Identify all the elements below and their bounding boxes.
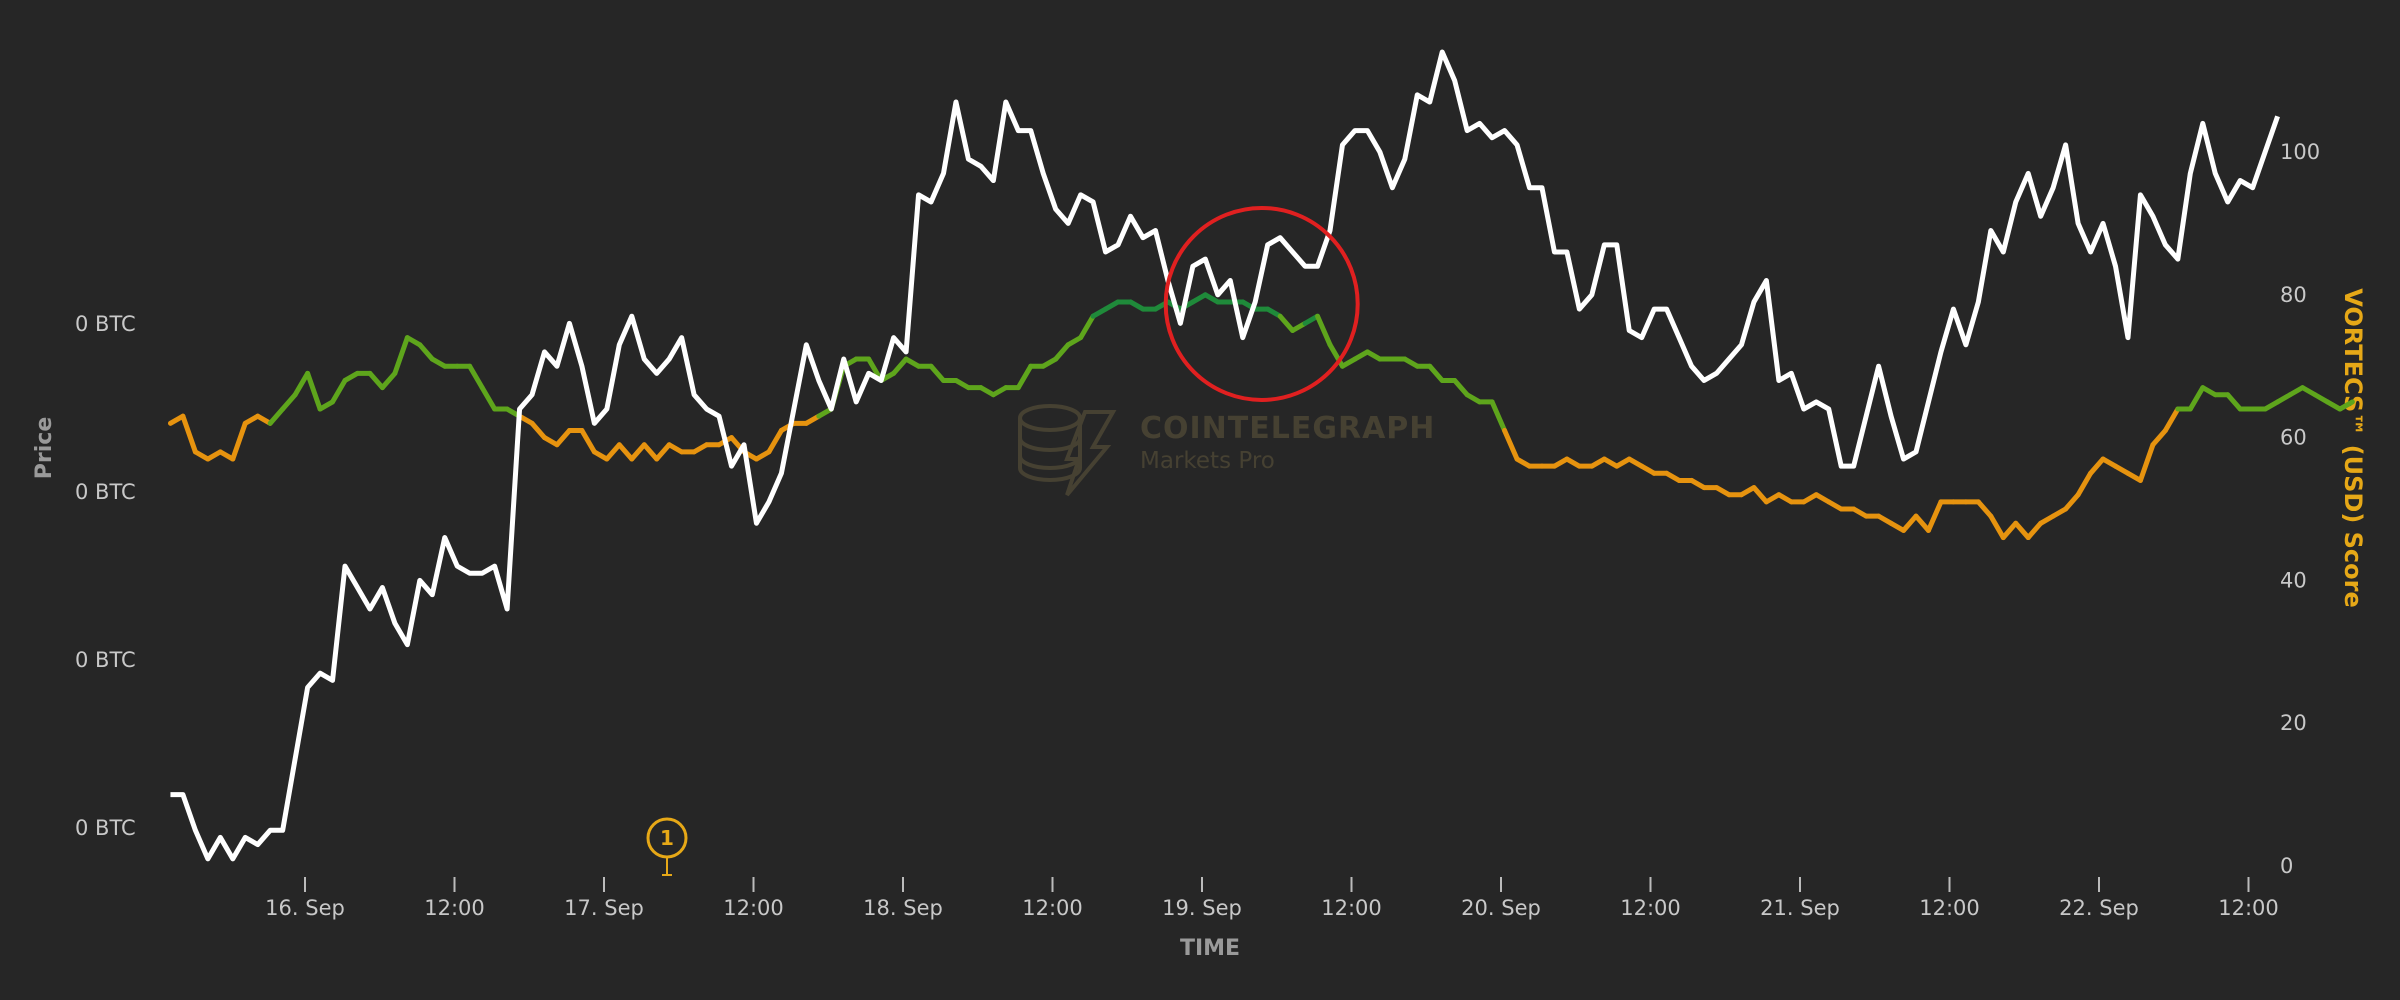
score-line-segment [1975, 499, 1994, 519]
score-line-segment [554, 427, 572, 448]
score-line-segment [2225, 392, 2243, 412]
score-line-segment [1277, 313, 1296, 333]
score-line-segment [379, 370, 398, 391]
score-line-segment [654, 442, 672, 462]
score-line-segment [1078, 313, 1096, 341]
x-tick-label: 21. Sep [1760, 896, 1840, 920]
watermark-brand: COINTELEGRAPH [1140, 411, 1435, 446]
left-tick-label: 0 BTC [75, 648, 136, 672]
score-line-segment [180, 413, 198, 455]
right-tick-label: 40 [2280, 568, 2307, 592]
score-line-segment [1751, 485, 1769, 505]
score-line-segment [2075, 470, 2094, 498]
x-tick-label: 12:00 [1620, 896, 1681, 920]
score-line-segment [1489, 399, 1508, 433]
score-line-segment [1015, 363, 1034, 391]
event-marker-label: 1 [660, 826, 674, 850]
left-axis-title: Price [32, 417, 57, 479]
right-axis: VORTECS™ (USD) Score 0 20 40 60 80 100 [2280, 140, 2367, 878]
x-tick-label: 22. Sep [2059, 896, 2139, 920]
score-line-segment [2162, 406, 2181, 433]
score-line-segment [1452, 377, 1470, 398]
right-tick-label: 60 [2280, 426, 2307, 450]
score-line-segment [479, 385, 498, 412]
score-line-segment [579, 427, 597, 455]
highlight-circle [1163, 205, 1360, 402]
score-line-segment [2137, 442, 2156, 483]
score-series [167, 292, 2355, 541]
score-line-segment [1913, 513, 1931, 533]
left-axis: 0 BTC 0 BTC 0 BTC 0 BTC Price [32, 312, 136, 840]
left-tick-label: 0 BTC [75, 816, 136, 840]
event-marker-circle[interactable] [646, 817, 688, 859]
score-line-segment [280, 392, 298, 412]
score-line-segment [2187, 385, 2206, 412]
score-line-segment [417, 342, 435, 362]
right-tick-label: 20 [2280, 711, 2307, 735]
score-line-segment [2088, 456, 2106, 476]
score-line-segment [928, 363, 946, 383]
score-line-segment [2150, 427, 2168, 448]
x-tick-label: 12:00 [1919, 896, 1980, 920]
score-line-segment [1427, 363, 1445, 383]
right-axis-title: VORTECS™ (USD) Score [2339, 288, 2367, 608]
watermark-sub: Markets Pro [1140, 448, 1275, 474]
score-line-segment [641, 442, 660, 462]
score-line-segment [766, 427, 784, 455]
score-line-segment [1901, 513, 1919, 533]
x-axis-title: TIME [1180, 936, 1240, 961]
x-tick-label: 12:00 [723, 896, 784, 920]
score-line-segment [616, 442, 635, 462]
x-tick-label: 16. Sep [265, 896, 345, 920]
score-line-segment [230, 420, 248, 462]
score-line-segment [1053, 342, 1071, 362]
x-tick-label: 19. Sep [1162, 896, 1242, 920]
score-line-segment [392, 335, 410, 376]
x-tick-label: 12:00 [1022, 896, 1083, 920]
score-line-segment [2337, 399, 2355, 412]
x-tick-label: 12:00 [424, 896, 485, 920]
score-line-segment [2013, 520, 2031, 541]
score-line-segment [330, 377, 348, 405]
watermark-coin-icon [1018, 404, 1117, 497]
score-line-segment [2063, 492, 2081, 512]
x-tick-label: 12:00 [1321, 896, 1382, 920]
right-tick-label: 0 [2280, 854, 2293, 878]
x-axis: TIME 16. Sep 12:00 17. Sep 12:00 18. Sep 12:0… [265, 877, 2279, 961]
price-series [170, 49, 2280, 862]
price-line [170, 49, 2280, 862]
score-line-segment [2025, 520, 2044, 541]
score-line-segment [529, 420, 547, 441]
score-line-segment [604, 442, 622, 462]
score-line-segment [891, 356, 909, 376]
x-tick-label: 18. Sep [863, 896, 943, 920]
score-line-segment [467, 363, 485, 391]
x-tick-label: 20. Sep [1461, 896, 1541, 920]
x-tick-label: 12:00 [2218, 896, 2279, 920]
score-line-segment [1925, 499, 1944, 533]
left-tick-label: 0 BTC [75, 480, 136, 504]
score-line-segment [1315, 313, 1333, 348]
score-line-segment [1327, 342, 1345, 369]
right-tick-label: 80 [2280, 283, 2307, 307]
score-line-segment [305, 370, 323, 412]
score-line-segment [267, 406, 286, 426]
score-line-segment [629, 442, 647, 462]
watermark: COINTELEGRAPH Markets Pro [1018, 404, 1435, 497]
right-tick-label: 100 [2280, 140, 2320, 164]
event-marker[interactable]: 1 [646, 817, 688, 876]
left-tick-label: 0 BTC [75, 312, 136, 336]
score-line-segment [367, 370, 385, 391]
score-line-segment [292, 370, 311, 398]
score-line-segment [2000, 520, 2019, 541]
score-line-segment [1988, 513, 2006, 541]
score-line-segment [1502, 427, 1520, 462]
x-tick-label: 17. Sep [564, 896, 644, 920]
